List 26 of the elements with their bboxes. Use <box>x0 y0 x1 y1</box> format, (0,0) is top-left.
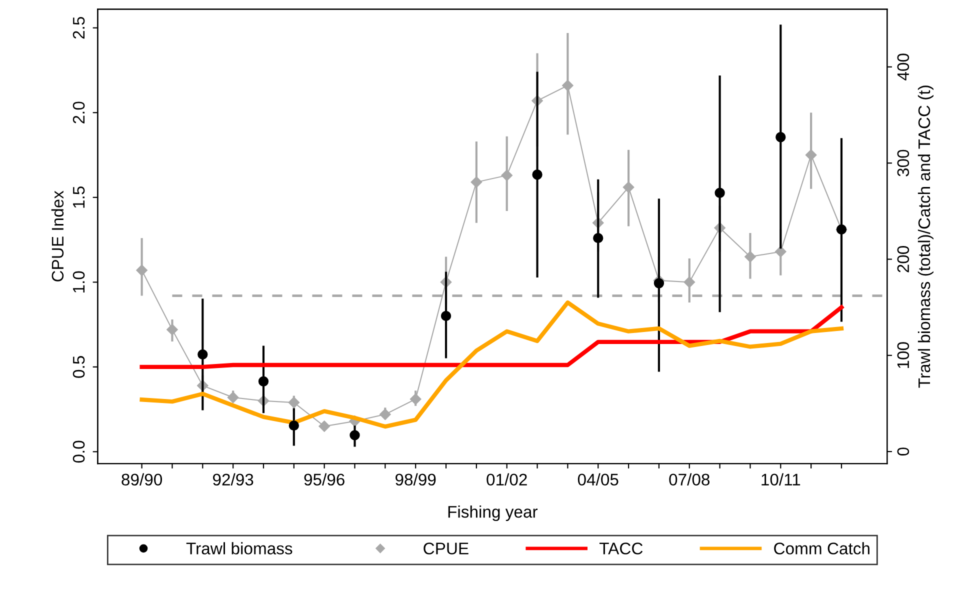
y2-axis-title: Trawl biomass (total)/Catch and TACC (t) <box>918 86 934 388</box>
y2-tick-label: 200 <box>897 246 910 272</box>
y2-tick-label: 400 <box>897 54 910 80</box>
legend-label: Comm Catch <box>774 542 870 554</box>
legend-label: CPUE <box>424 542 468 554</box>
y-tick-label: 0.5 <box>72 356 85 378</box>
y-tick-label: 0.0 <box>72 440 85 463</box>
legend-label: TACC <box>599 542 643 554</box>
y2-tick-label: 300 <box>897 150 910 176</box>
y-tick-label: 1.5 <box>73 186 85 208</box>
x-tick-label: 07/08 <box>669 473 710 486</box>
legend-label: Trawl biomass <box>186 542 292 554</box>
y-tick-label: 2.0 <box>72 102 85 124</box>
x-tick-label: 10/11 <box>762 473 800 486</box>
x-tick-label: 98/99 <box>396 473 436 486</box>
y2-tick-label: 0 <box>897 448 910 456</box>
y-axis-title: CPUE Index <box>51 190 64 282</box>
y2-tick-label: 100 <box>897 342 910 368</box>
x-tick-label: 92/93 <box>213 473 254 486</box>
x-axis-title: Fishing year <box>448 505 538 522</box>
x-tick-label: 01/02 <box>486 473 527 486</box>
x-tick-label: 95/96 <box>304 473 344 486</box>
y-tick-label: 1.0 <box>72 271 85 292</box>
y-tick-label: 2.5 <box>72 16 85 39</box>
x-tick-label: 04/05 <box>578 473 618 486</box>
x-tick-label: 89/90 <box>122 473 162 486</box>
